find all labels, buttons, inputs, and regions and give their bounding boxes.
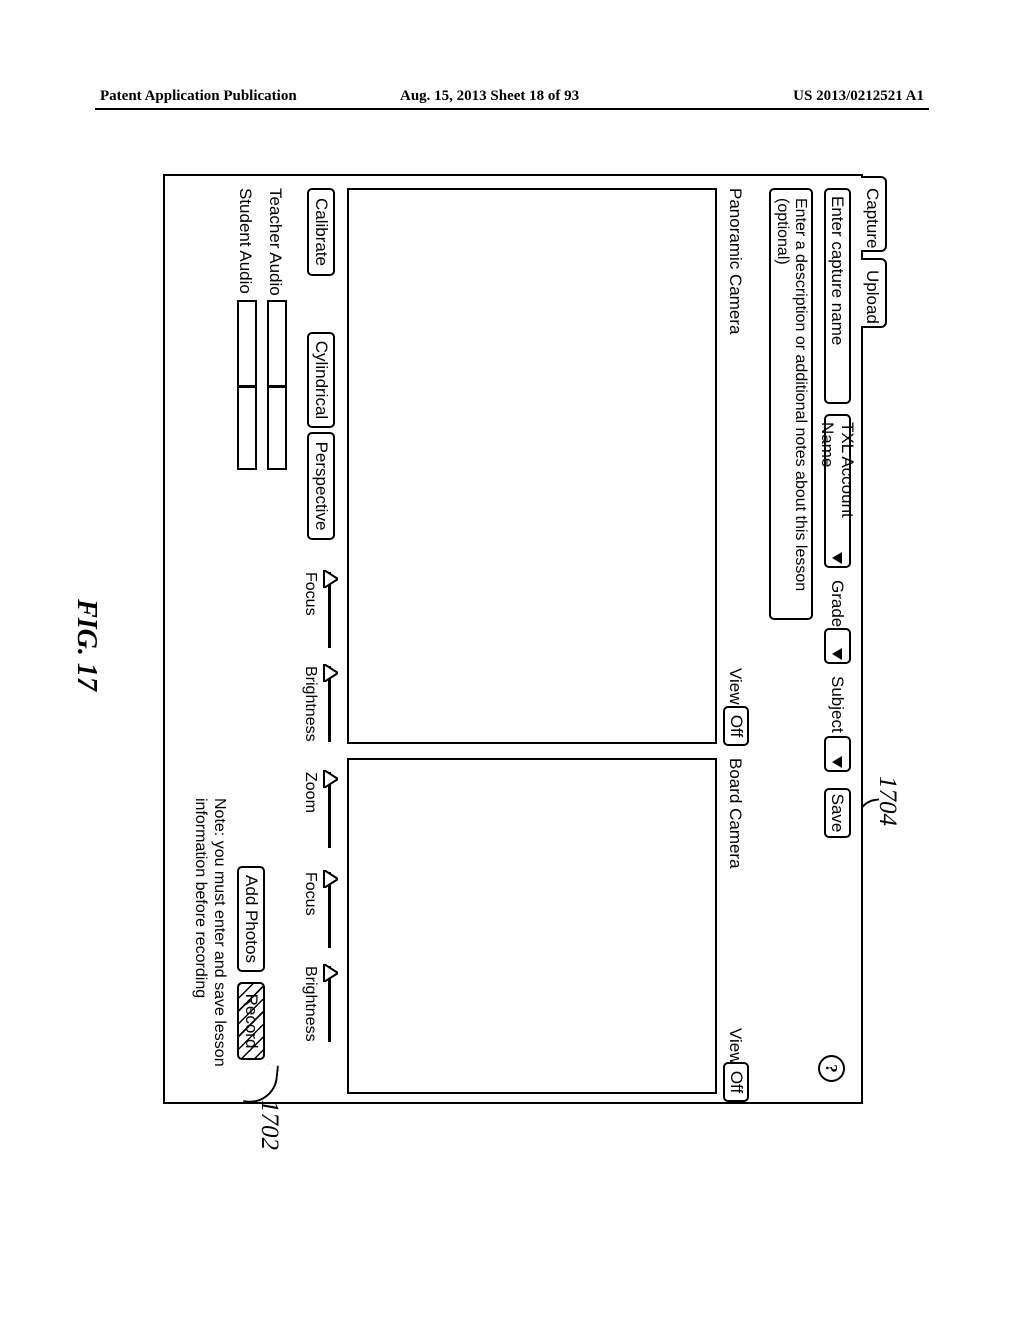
header-pubnumber: US 2013/0212521 A1 [793, 88, 924, 105]
callout-1702: 1702 [255, 1100, 283, 1150]
add-photos-button[interactable]: Add Photos [237, 866, 265, 972]
panoramic-video-area [347, 188, 717, 744]
app-window: Capture Upload Enter capture name TXL Ac… [163, 174, 863, 1104]
board-zoom-slider[interactable]: Zoom [297, 772, 337, 848]
student-audio-label: Student Audio [235, 188, 255, 294]
panoramic-focus-slider[interactable]: Focus [297, 572, 337, 648]
calibrate-button[interactable]: Calibrate [307, 188, 335, 276]
teacher-audio-label: Teacher Audio [265, 188, 285, 296]
board-camera-label: Board Camera [725, 758, 745, 869]
cylindrical-button[interactable]: Cylindrical [307, 332, 335, 428]
figure-caption: FIG. 17 [70, 160, 102, 1130]
view-label-1: View [725, 668, 745, 705]
chevron-down-icon [833, 552, 843, 564]
tab-capture[interactable]: Capture [861, 176, 887, 252]
account-dropdown[interactable]: TXL Account Name [824, 414, 851, 568]
board-brightness-slider[interactable]: Brightness [297, 966, 337, 1042]
capture-name-input[interactable]: Enter capture name [824, 188, 851, 404]
subject-label: Subject [820, 676, 847, 733]
subject-dropdown[interactable] [824, 736, 851, 772]
board-focus-slider[interactable]: Focus [297, 872, 337, 948]
figure-canvas: 1704 Capture Upload Enter capture name T… [100, 160, 895, 1160]
teacher-audio-meter [267, 300, 287, 470]
panoramic-camera-label: Panoramic Camera [725, 188, 745, 334]
board-view-off-button[interactable]: Off [723, 1062, 749, 1102]
header-rule [95, 108, 929, 110]
header-publication: Patent Application Publication [100, 88, 297, 105]
slider-label: Brightness [301, 666, 319, 742]
account-label: TXL Account Name [818, 422, 858, 552]
slider-label: Zoom [301, 772, 319, 813]
chevron-down-icon [833, 756, 843, 768]
panoramic-brightness-slider[interactable]: Brightness [297, 666, 337, 742]
description-input[interactable]: Enter a description or additional notes … [769, 188, 813, 620]
slider-label: Focus [301, 872, 319, 916]
save-button[interactable]: Save [824, 788, 851, 838]
grade-dropdown[interactable] [824, 628, 851, 664]
help-icon[interactable]: ? [818, 1055, 845, 1082]
panoramic-view-off-button[interactable]: Off [723, 706, 749, 746]
record-note: Note: you must enter and save lesson inf… [191, 798, 229, 1098]
tab-upload[interactable]: Upload [861, 258, 887, 328]
view-label-2: View [725, 1028, 745, 1065]
perspective-button[interactable]: Perspective [307, 432, 335, 540]
slider-label: Focus [301, 572, 319, 616]
grade-label: Grade [820, 580, 847, 627]
student-audio-meter [237, 300, 257, 470]
board-video-area [347, 758, 717, 1094]
record-button[interactable]: Record [237, 982, 265, 1060]
slider-label: Brightness [301, 966, 319, 1042]
header-date-sheet: Aug. 15, 2013 Sheet 18 of 93 [400, 88, 579, 105]
chevron-down-icon [833, 648, 843, 660]
